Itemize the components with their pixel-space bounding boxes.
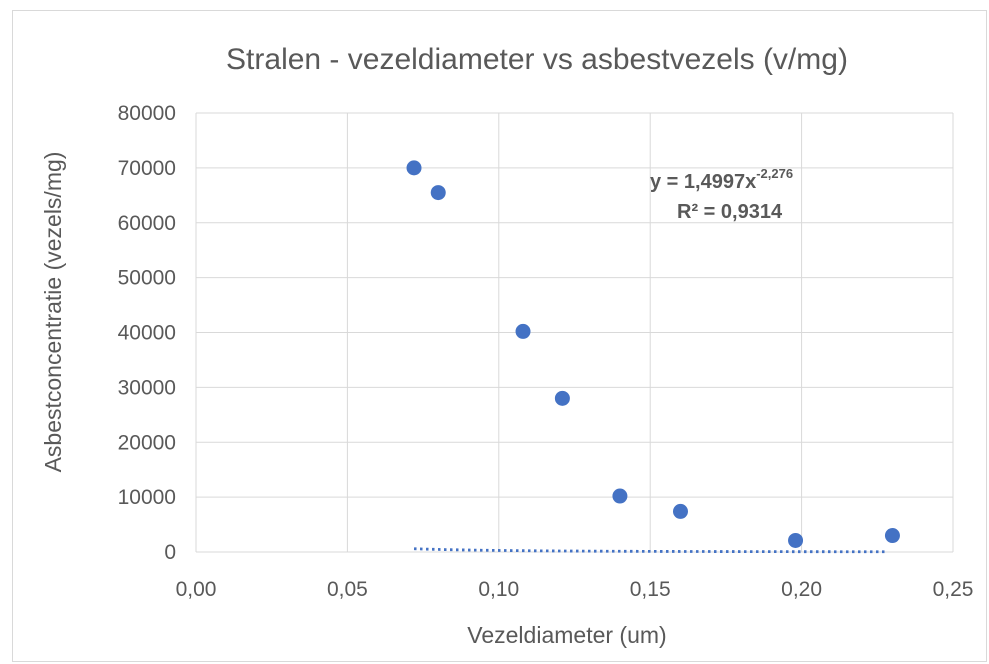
y-tick-label: 30000 (118, 376, 176, 399)
x-tick-label: 0,10 (478, 578, 519, 601)
y-tick-label: 80000 (118, 102, 176, 125)
trendline-equation-base: y = 1,4997x (650, 171, 756, 193)
trendline-r-squared: R² = 0,9314 (677, 201, 783, 223)
y-axis-title: Asbestconcentratie (vezels/mg) (40, 152, 66, 473)
data-point (431, 185, 446, 200)
x-tick-label: 0,15 (630, 578, 671, 601)
data-point (885, 528, 900, 543)
x-axis-tick-labels: 0,00 0,05 0,10 0,15 0,20 0,25 (176, 578, 974, 601)
trendline-equation-exponent: -2,276 (756, 166, 793, 181)
y-tick-label: 0 (164, 541, 176, 564)
x-tick-label: 0,20 (781, 578, 822, 601)
chart-title: Stralen - vezeldiameter vs asbestvezels … (226, 43, 848, 76)
data-point (673, 504, 688, 519)
scatter-chart: Stralen - vezeldiameter vs asbestvezels … (13, 11, 988, 663)
data-points (407, 160, 900, 548)
data-point (516, 324, 531, 339)
y-tick-label: 40000 (118, 322, 176, 345)
data-point (407, 160, 422, 175)
y-tick-label: 60000 (118, 212, 176, 235)
y-axis-tick-labels: 0 10000 20000 30000 40000 50000 60000 70000 8000… (118, 102, 176, 564)
y-tick-label: 70000 (118, 157, 176, 180)
gridlines (196, 113, 953, 552)
trendline-equation: y = 1,4997x-2,276 (650, 166, 793, 193)
data-point (788, 533, 803, 548)
data-point (612, 489, 627, 504)
y-tick-label: 10000 (118, 486, 176, 509)
x-axis-title: Vezeldiameter (um) (467, 622, 666, 648)
data-point (555, 391, 570, 406)
chart-frame: Stralen - vezeldiameter vs asbestvezels … (12, 10, 987, 662)
y-tick-label: 50000 (118, 267, 176, 290)
x-tick-label: 0,00 (176, 578, 217, 601)
x-tick-label: 0,25 (933, 578, 974, 601)
y-tick-label: 20000 (118, 431, 176, 454)
x-tick-label: 0,05 (327, 578, 368, 601)
